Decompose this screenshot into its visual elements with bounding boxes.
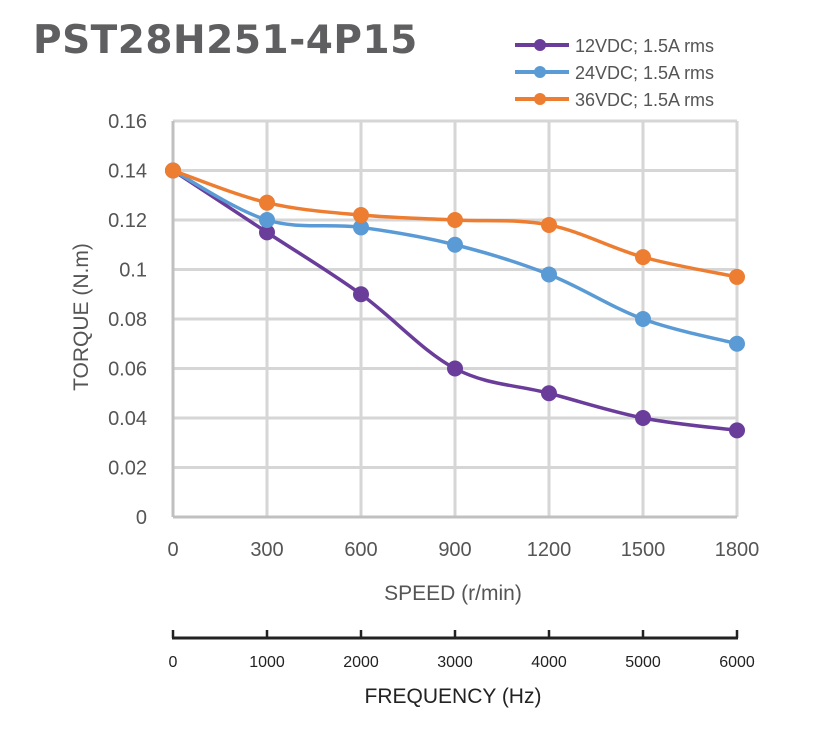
data-point — [353, 207, 369, 224]
legend-label: 36VDC; 1.5A rms — [575, 90, 714, 110]
data-point — [447, 236, 463, 253]
y-tick-label: 0.12 — [108, 210, 147, 232]
x-tick-label: 0 — [167, 539, 178, 561]
data-point — [447, 360, 463, 377]
frequency-tick-label: 4000 — [531, 654, 567, 671]
data-point — [353, 219, 369, 236]
frequency-tick-label: 3000 — [437, 654, 473, 671]
data-point — [729, 268, 745, 285]
frequency-tick-label: 2000 — [343, 654, 379, 671]
data-point — [259, 194, 275, 211]
frequency-axis: 0 1000 2000 3000 4000 5000 6000 — [169, 630, 755, 671]
data-point — [541, 216, 557, 233]
y-axis-label: TORQUE (N.m) — [70, 243, 93, 391]
y-tick-label: 0.02 — [108, 458, 147, 480]
x-tick-label: 1500 — [621, 539, 666, 561]
legend-item: 12VDC; 1.5A rms — [515, 36, 714, 56]
frequency-tick-label: 5000 — [625, 654, 661, 671]
y-tick-label: 0.04 — [108, 408, 147, 430]
legend-label: 12VDC; 1.5A rms — [575, 36, 714, 56]
legend-marker — [534, 93, 546, 105]
x-tick-label: 900 — [438, 539, 471, 561]
y-tick-labels: 0 0.02 0.04 0.06 0.08 0.1 0.12 0.14 0.16 — [108, 111, 147, 529]
chart-title: PST28H251-4P15 — [33, 18, 418, 63]
y-tick-label: 0.1 — [119, 260, 147, 282]
data-point — [259, 212, 275, 228]
legend: 12VDC; 1.5A rms 24VDC; 1.5A rms 36VDC; 1.5… — [515, 36, 714, 110]
x-tick-labels: 0 300 600 900 1200 1500 1800 — [167, 539, 759, 561]
data-point — [729, 422, 745, 439]
data-point — [353, 286, 369, 303]
series-group — [165, 162, 745, 439]
legend-item: 24VDC; 1.5A rms — [515, 63, 714, 83]
x-tick-label: 600 — [344, 539, 377, 561]
data-point — [259, 224, 275, 241]
legend-marker — [534, 66, 546, 78]
data-point — [447, 212, 463, 228]
data-point — [729, 335, 745, 352]
legend-item: 36VDC; 1.5A rms — [515, 90, 714, 110]
data-point — [165, 162, 181, 179]
data-point — [635, 311, 651, 327]
frequency-tick-label: 1000 — [249, 654, 285, 671]
y-tick-label: 0.08 — [108, 309, 147, 331]
x-axis-label: SPEED (r/min) — [384, 582, 522, 605]
gridlines — [171, 119, 739, 519]
data-point — [635, 410, 651, 426]
y-tick-label: 0 — [136, 507, 147, 529]
legend-marker — [534, 39, 546, 51]
frequency-tick-label: 0 — [169, 654, 178, 671]
legend-label: 24VDC; 1.5A rms — [575, 63, 714, 83]
x-tick-label: 300 — [250, 539, 283, 561]
x-tick-label: 1800 — [715, 539, 760, 561]
y-tick-label: 0.16 — [108, 111, 147, 133]
data-point — [541, 266, 557, 283]
y-tick-label: 0.06 — [108, 359, 147, 381]
x-tick-label: 1200 — [527, 539, 572, 561]
frequency-axis-label: FREQUENCY (Hz) — [365, 685, 542, 708]
data-point — [541, 385, 557, 402]
data-point — [635, 249, 651, 266]
y-tick-label: 0.14 — [108, 161, 147, 183]
series-2 — [165, 162, 745, 352]
frequency-tick-label: 6000 — [719, 654, 755, 671]
series-3 — [165, 162, 745, 285]
